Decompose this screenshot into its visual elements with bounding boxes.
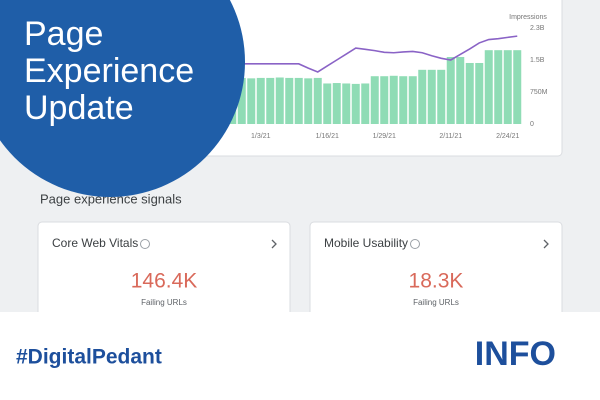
bar xyxy=(237,77,246,124)
chevron[interactable] xyxy=(271,239,277,249)
card-caption: Failing URLs xyxy=(413,298,459,307)
bar xyxy=(418,69,427,124)
bar xyxy=(370,76,379,124)
bar xyxy=(294,77,303,124)
card[interactable]: Mobile Usability 18.3K Failing URLs xyxy=(309,221,563,323)
bar xyxy=(465,62,474,124)
help-icon[interactable] xyxy=(410,239,420,249)
y-tick-label: 1.5B xyxy=(530,57,545,64)
bar xyxy=(408,76,417,124)
card-title: Mobile Usability xyxy=(324,236,408,250)
tag: INFO xyxy=(475,335,556,373)
bar xyxy=(304,78,313,124)
y-tick-label: 0 xyxy=(530,121,534,128)
bar xyxy=(484,50,493,124)
x-tick-label: 1/29/21 xyxy=(373,133,396,140)
bar xyxy=(332,83,341,124)
axis-label: Impressions xyxy=(509,14,547,21)
card-title: Core Web Vitals xyxy=(52,236,138,250)
bar xyxy=(361,83,370,124)
bar xyxy=(494,50,503,124)
bar xyxy=(456,57,465,124)
bar xyxy=(285,77,294,124)
bar xyxy=(399,76,408,124)
footer xyxy=(0,312,600,400)
bar xyxy=(427,69,436,124)
hashtag: #DigitalPedant xyxy=(16,346,162,369)
bar xyxy=(266,77,275,124)
card-value: 146.4K xyxy=(131,270,198,293)
badge-line: Experience xyxy=(24,52,194,90)
bar xyxy=(256,77,265,124)
badge-line: Page xyxy=(24,15,103,53)
bar xyxy=(446,57,455,124)
bar xyxy=(389,75,398,124)
x-tick-label: 2/24/21 xyxy=(496,133,519,140)
bar xyxy=(342,83,351,124)
badge xyxy=(0,0,245,197)
bar xyxy=(513,50,522,124)
bar xyxy=(475,62,484,124)
x-tick-label: 2/11/21 xyxy=(439,133,462,140)
bar xyxy=(351,83,360,124)
bar xyxy=(247,78,256,124)
bar xyxy=(380,76,389,124)
bar xyxy=(275,77,284,124)
bar xyxy=(323,83,332,124)
card[interactable]: Core Web Vitals 146.4K Failing URLs xyxy=(37,221,291,323)
card-value: 18.3K xyxy=(409,270,464,293)
y-tick-label: 2.3B xyxy=(530,25,545,32)
chevron[interactable] xyxy=(543,239,549,249)
bar xyxy=(313,77,322,124)
bar xyxy=(503,50,512,124)
x-tick-label: 1/16/21 xyxy=(316,133,339,140)
card-caption: Failing URLs xyxy=(141,298,187,307)
bar xyxy=(437,69,446,124)
help-icon[interactable] xyxy=(140,239,150,249)
y-tick-label: 750M xyxy=(530,89,548,96)
x-tick-label: 1/3/21 xyxy=(251,133,271,140)
badge-line: Update xyxy=(24,89,134,127)
section-title: Page experience signals xyxy=(40,191,182,206)
